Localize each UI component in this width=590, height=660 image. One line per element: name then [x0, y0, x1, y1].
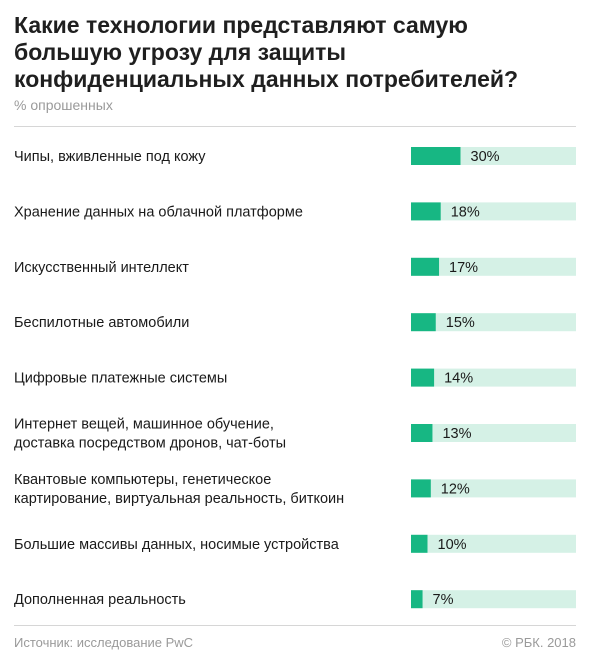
category-label: Дополненная реальность [14, 592, 186, 608]
bar-row: Искусственный интеллект 17% [14, 257, 576, 276]
value-label: 14% [444, 371, 473, 387]
bar [411, 424, 433, 442]
value-label: 18% [451, 204, 480, 220]
value-label: 12% [441, 481, 470, 497]
category-label: Квантовые компьютеры, генетическое [14, 472, 271, 488]
bar-track [411, 534, 576, 553]
value-label: 13% [442, 426, 471, 442]
value-label: 7% [433, 592, 454, 608]
category-label: Беспилотные автомобили [14, 315, 189, 331]
category-label: Цифровые платежные системы [14, 371, 227, 387]
bar-track [411, 202, 576, 221]
bar [411, 257, 440, 276]
bar [411, 590, 423, 609]
value-label: 15% [446, 315, 475, 331]
category-label: Большие массивы данных, носимые устройст… [14, 537, 340, 553]
bar [411, 479, 431, 498]
bar-row: Хранение данных на облачной платформе 18% [14, 202, 576, 221]
bar-track [411, 590, 576, 609]
category-label: доставка посредством дронов, чат-боты [14, 436, 286, 452]
bar-row: Цифровые платежные системы 14% [14, 368, 576, 387]
value-label: 10% [438, 537, 467, 553]
category-label: картирование, виртуальная реальность, би… [14, 491, 344, 507]
bar-track [411, 479, 576, 498]
bar-track [411, 313, 576, 332]
bar [411, 202, 441, 221]
bar [411, 368, 435, 387]
bar [411, 534, 428, 553]
bar-row: Чипы, вживленные под кожу 30% [14, 147, 576, 165]
chart-title: Какие технологии представляют самую боль… [14, 12, 519, 92]
bar-row: Дополненная реальность 7% [14, 590, 576, 609]
bar-row: Большие массивы данных, носимые устройст… [14, 534, 576, 553]
source-note: Источник: исследование PwC [14, 635, 194, 650]
chart-subtitle: % опрошенных [14, 97, 113, 113]
bottom-divider [14, 625, 576, 626]
category-label: Интернет вещей, машинное обучение, [14, 417, 274, 433]
bar-track [411, 424, 576, 442]
bar-row: Беспилотные автомобили 15% [14, 313, 576, 332]
bar-row: Интернет вещей, машинное обучение, достав… [14, 417, 576, 452]
bar-row: Квантовые компьютеры, генетическое картир… [14, 472, 576, 507]
bar [411, 147, 461, 165]
category-label: Искусственный интеллект [14, 260, 189, 276]
bar-track [411, 368, 576, 387]
top-divider [14, 126, 576, 127]
copyright-note: © РБК. 2018 [501, 635, 576, 650]
value-label: 30% [471, 149, 500, 165]
bar-track [411, 257, 576, 276]
value-label: 17% [449, 260, 478, 276]
category-label: Хранение данных на облачной платформе [14, 204, 303, 220]
bar [411, 313, 436, 332]
category-label: Чипы, вживленные под кожу [14, 149, 206, 165]
